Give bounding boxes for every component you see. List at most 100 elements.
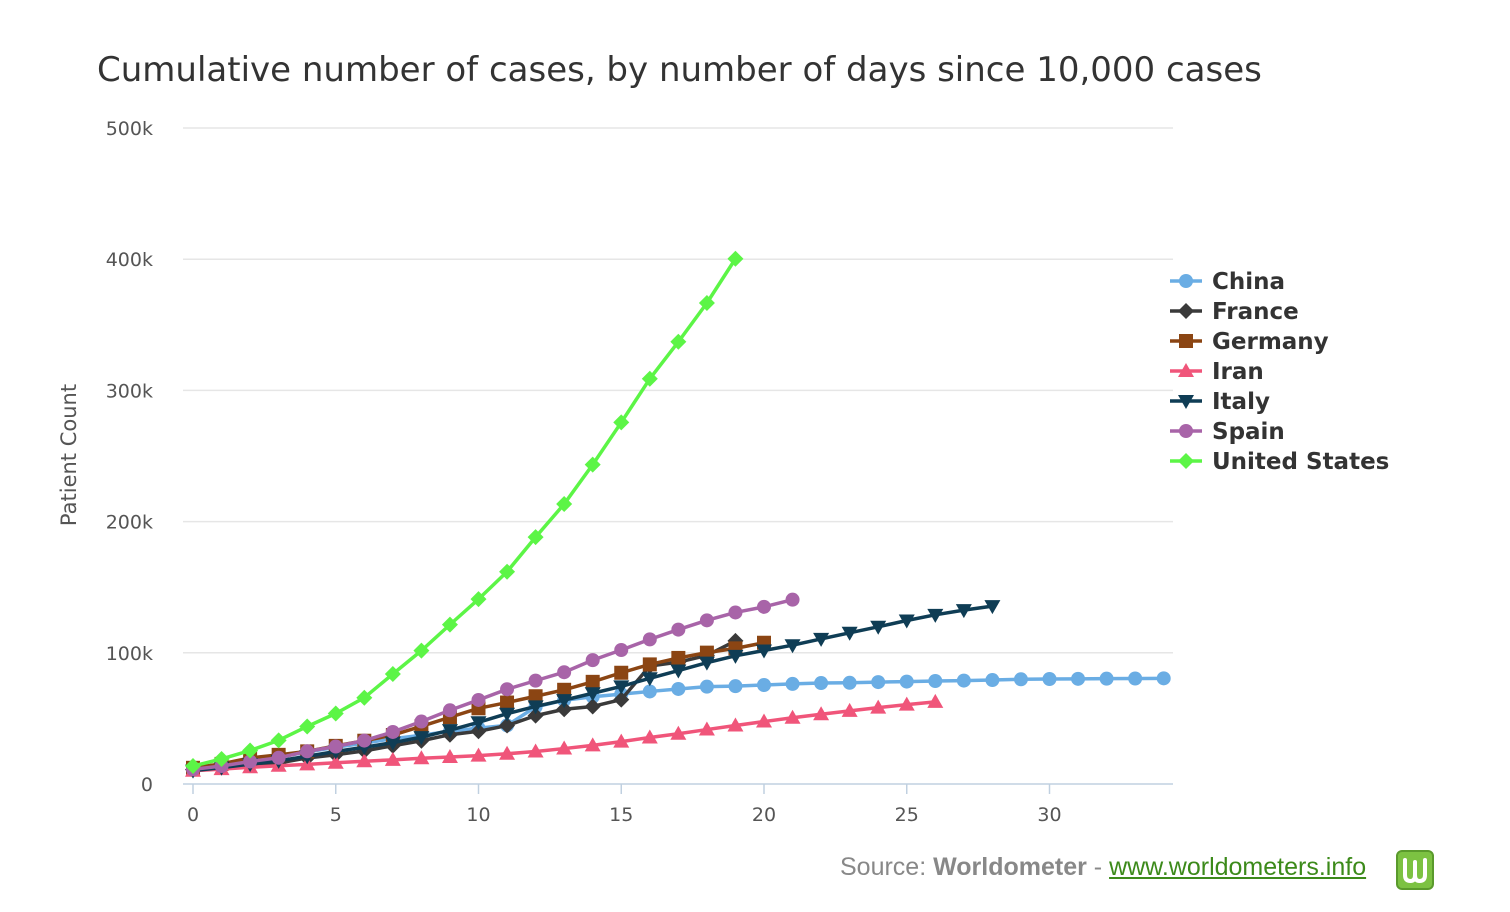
- data-point-spain: [614, 642, 629, 657]
- data-point-china: [642, 684, 657, 699]
- data-point-united-states: [213, 750, 230, 767]
- data-point-china: [1099, 671, 1114, 686]
- data-point-iran: [356, 753, 373, 768]
- data-point-italy: [898, 614, 915, 629]
- legend-item-germany: Germany: [1170, 329, 1329, 355]
- data-point-germany: [642, 657, 657, 672]
- data-point-china: [956, 673, 971, 688]
- data-point-united-states: [727, 250, 744, 267]
- data-point-spain: [271, 750, 286, 765]
- data-point-china: [699, 679, 714, 694]
- series-line-spain: [191, 597, 795, 772]
- legend-label: Iran: [1212, 359, 1264, 385]
- data-point-iran: [556, 740, 573, 755]
- data-point-united-states: [441, 616, 458, 633]
- data-point-china: [814, 676, 829, 691]
- data-point-united-states: [527, 529, 544, 546]
- x-tick-label: 0: [187, 804, 199, 826]
- data-point-italy: [556, 694, 573, 709]
- data-point-united-states: [185, 758, 201, 775]
- data-point-spain: [385, 724, 400, 739]
- data-point-germany: [671, 650, 686, 665]
- data-point-spain: [642, 632, 657, 647]
- legend-marker-germany: [1179, 334, 1193, 348]
- source-link[interactable]: www.worldometers.info: [1109, 853, 1367, 881]
- series-united-states: [185, 250, 744, 775]
- data-point-iran: [841, 702, 858, 717]
- data-point-iran: [441, 748, 458, 763]
- data-point-spain: [785, 592, 800, 607]
- legend-marker-united-states: [1178, 453, 1194, 469]
- data-point-spain: [243, 754, 258, 769]
- x-tick-label: 30: [1037, 804, 1061, 826]
- data-point-united-states: [556, 496, 573, 513]
- data-point-iran: [870, 699, 887, 714]
- data-point-italy: [841, 626, 858, 641]
- data-point-italy: [756, 644, 772, 659]
- legend-label: United States: [1212, 449, 1389, 475]
- data-point-china: [1013, 672, 1028, 687]
- legend-item-spain: Spain: [1170, 419, 1285, 445]
- data-point-france: [470, 723, 487, 740]
- data-point-united-states: [384, 666, 401, 683]
- data-point-italy: [870, 620, 887, 635]
- data-point-italy: [584, 687, 601, 702]
- data-point-united-states: [327, 705, 344, 722]
- data-point-iran: [727, 717, 744, 732]
- legend-marker-italy: [1178, 395, 1194, 409]
- data-point-italy: [527, 700, 544, 715]
- data-point-france: [584, 698, 601, 715]
- data-point-china: [899, 674, 914, 689]
- y-tick-label: 200k: [106, 512, 153, 534]
- data-point-china: [842, 675, 857, 690]
- data-point-spain: [757, 599, 771, 614]
- data-point-iran: [698, 721, 715, 736]
- data-point-italy: [470, 716, 487, 731]
- x-axis: 0 5 10 15 20 25 30: [183, 783, 1173, 826]
- data-point-iran: [613, 733, 630, 748]
- data-point-germany: [585, 674, 600, 689]
- y-axis-title: Patient Count: [57, 384, 81, 526]
- legend-item-france: France: [1170, 299, 1299, 325]
- data-point-china: [1156, 671, 1171, 686]
- data-point-united-states: [270, 732, 287, 749]
- source-name: Worldometer: [933, 853, 1087, 881]
- data-point-spain: [357, 733, 372, 748]
- y-tick-label: 0: [141, 774, 153, 796]
- data-point-china: [985, 673, 1000, 688]
- data-point-spain: [671, 622, 686, 637]
- y-axis-ticks: 0 100k 200k 300k 400k 500k: [106, 118, 153, 796]
- y-tick-label: 100k: [106, 643, 153, 665]
- data-point-united-states: [584, 456, 601, 473]
- data-point-china: [1071, 671, 1086, 686]
- legend: China France Germany Iran Italy Spain United S…: [1170, 269, 1389, 475]
- y-tick-label: 500k: [106, 118, 153, 140]
- legend-item-italy: Italy: [1170, 389, 1270, 415]
- legend-marker-china: [1179, 274, 1193, 288]
- x-tick-label: 5: [330, 804, 342, 826]
- data-point-italy: [698, 656, 715, 671]
- data-point-italy: [813, 632, 830, 647]
- legend-label: Spain: [1212, 419, 1285, 445]
- data-point-iran: [756, 713, 772, 728]
- data-point-spain: [557, 665, 572, 680]
- x-tick-label: 25: [895, 804, 919, 826]
- data-point-germany: [557, 682, 572, 697]
- data-point-france: [613, 691, 630, 708]
- data-point-china: [728, 679, 743, 694]
- legend-marker-iran: [1178, 363, 1194, 377]
- data-point-iran: [384, 751, 401, 766]
- data-point-italy: [784, 639, 801, 654]
- data-point-italy: [670, 664, 687, 679]
- legend-item-iran: Iran: [1170, 359, 1264, 385]
- data-point-china: [757, 677, 771, 692]
- data-point-iran: [470, 747, 487, 762]
- legend-marker-spain: [1179, 424, 1193, 438]
- data-point-united-states: [299, 718, 316, 735]
- data-point-spain: [442, 703, 457, 718]
- data-point-iran: [499, 745, 516, 760]
- y-tick-label: 400k: [106, 249, 153, 271]
- data-point-france: [556, 701, 573, 718]
- data-point-germany: [699, 645, 714, 660]
